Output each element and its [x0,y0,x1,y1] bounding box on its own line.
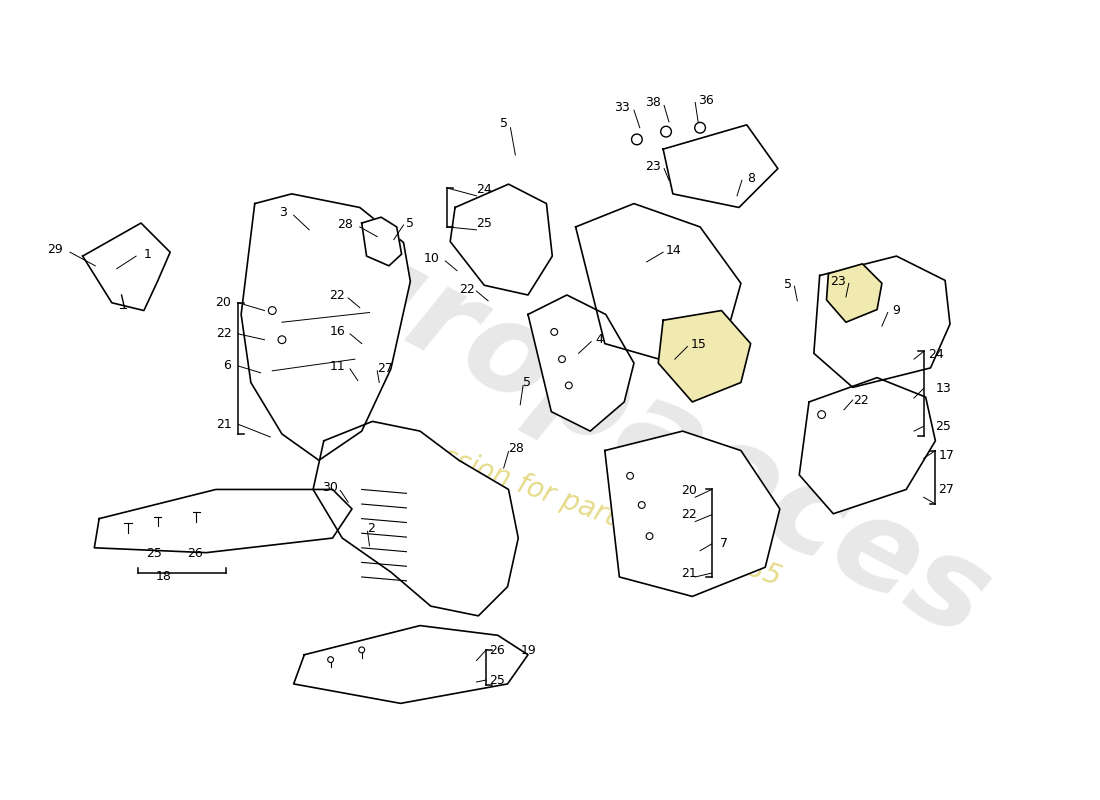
Polygon shape [575,203,741,363]
Circle shape [559,356,565,362]
Circle shape [638,502,645,509]
Text: 20: 20 [216,296,231,310]
Circle shape [631,134,642,145]
Text: 24: 24 [476,182,492,195]
Text: 22: 22 [216,327,231,340]
Circle shape [551,329,558,335]
Polygon shape [450,184,552,295]
Circle shape [328,657,333,662]
Text: 25: 25 [146,547,162,560]
Text: 6: 6 [223,359,231,373]
Text: 15: 15 [691,338,706,351]
Circle shape [817,410,825,418]
Circle shape [646,533,653,539]
Text: 22: 22 [329,290,345,302]
Text: 2: 2 [367,522,375,535]
Text: 25: 25 [935,420,952,433]
Text: 19: 19 [520,644,536,658]
Text: 17: 17 [938,449,954,462]
Text: 26: 26 [187,547,202,560]
Text: 14: 14 [667,244,682,257]
Text: 33: 33 [614,101,630,114]
Polygon shape [663,125,778,207]
Text: 26: 26 [490,644,505,658]
Polygon shape [314,422,518,616]
Text: 5: 5 [499,118,507,130]
Circle shape [359,647,364,653]
Polygon shape [528,295,634,431]
Polygon shape [362,218,402,266]
Circle shape [565,382,572,389]
Text: 28: 28 [508,442,525,455]
Text: 20: 20 [681,484,696,497]
Text: 21: 21 [216,418,231,431]
Text: 1: 1 [144,248,152,261]
Text: 3: 3 [279,206,287,219]
Text: 23: 23 [830,275,846,288]
Text: 18: 18 [155,570,172,583]
Polygon shape [658,310,750,402]
Circle shape [661,126,671,137]
Polygon shape [814,256,950,387]
Text: a passion for parts since 1985: a passion for parts since 1985 [382,422,785,592]
Circle shape [278,336,286,344]
Text: 30: 30 [322,481,339,494]
Circle shape [268,306,276,314]
Text: 16: 16 [329,326,345,338]
Text: 22: 22 [681,508,696,522]
Text: 36: 36 [698,94,714,107]
Polygon shape [800,378,935,514]
Text: 13: 13 [935,382,952,395]
Text: europaeces: europaeces [235,175,1010,664]
Text: 27: 27 [938,483,954,496]
Text: 5: 5 [406,217,415,230]
Polygon shape [82,223,170,310]
Text: 27: 27 [377,362,393,375]
Polygon shape [294,626,528,703]
Text: 9: 9 [892,304,901,317]
Text: 22: 22 [459,282,474,296]
Text: 25: 25 [476,217,493,230]
Text: 22: 22 [852,394,869,406]
Text: 38: 38 [646,96,661,109]
Text: 23: 23 [646,160,661,173]
Text: 10: 10 [424,251,440,265]
Text: 5: 5 [524,376,531,389]
Text: 7: 7 [719,538,727,550]
Circle shape [695,122,705,133]
Text: 21: 21 [681,566,696,579]
Polygon shape [605,431,780,597]
Polygon shape [95,490,352,553]
Circle shape [627,473,634,479]
Text: 25: 25 [490,674,505,686]
Text: 4: 4 [595,334,603,346]
Text: 8: 8 [747,172,755,185]
Polygon shape [241,194,410,460]
Text: 5: 5 [784,278,792,290]
Polygon shape [826,264,882,322]
Text: 29: 29 [47,242,63,256]
Text: 24: 24 [928,348,944,361]
Text: 28: 28 [337,218,353,231]
Text: 11: 11 [329,361,345,374]
